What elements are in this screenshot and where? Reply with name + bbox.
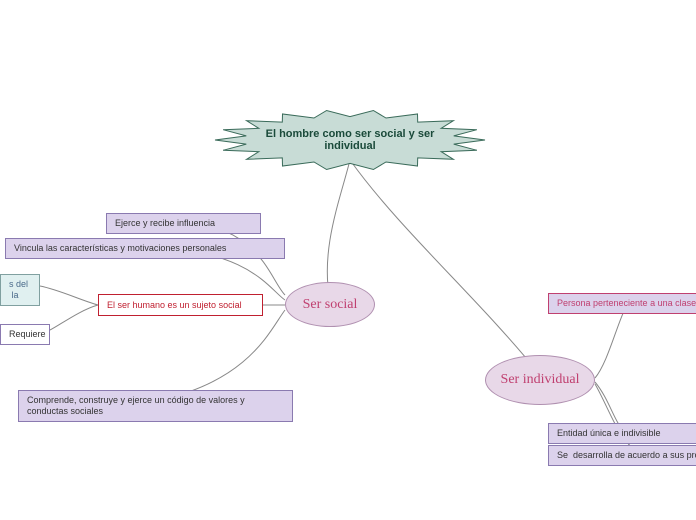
- individual-child-item[interactable]: Persona perteneciente a una clase o corp: [548, 293, 696, 314]
- box-label: Vincula las características y motivacion…: [14, 243, 226, 254]
- box-label: El ser humano es un sujeto social: [107, 300, 242, 311]
- individual-child-item[interactable]: Se desarrolla de acuerdo a sus propias e…: [548, 445, 696, 466]
- title-banner: El hombre como ser social y ser individu…: [230, 120, 470, 160]
- box-label: s del la: [9, 279, 28, 301]
- box-label: Requiere: [9, 329, 46, 340]
- sujeto-child-item[interactable]: Requiere: [0, 324, 50, 345]
- social-child-item[interactable]: Ejerce y recibe influencia: [106, 213, 261, 234]
- box-label: Ejerce y recibe influencia: [115, 218, 215, 229]
- box-label: Comprende, construye y ejerce un código …: [27, 395, 284, 417]
- node-label: Ser social: [303, 297, 358, 313]
- box-label: Persona perteneciente a una clase o corp: [557, 298, 696, 309]
- node-individual[interactable]: Ser individual: [485, 355, 595, 405]
- social-child-item[interactable]: Comprende, construye y ejerce un código …: [18, 390, 293, 422]
- title-text: El hombre como ser social y ser individu…: [266, 128, 435, 152]
- box-label: Se desarrolla de acuerdo a sus propias e…: [557, 450, 696, 461]
- box-label: Entidad única e indivisible: [557, 428, 661, 439]
- node-label: Ser individual: [501, 372, 580, 388]
- social-child-item[interactable]: El ser humano es un sujeto social: [98, 294, 263, 316]
- social-child-item[interactable]: Vincula las características y motivacion…: [5, 238, 285, 259]
- individual-child-item[interactable]: Entidad única e indivisible: [548, 423, 696, 444]
- sujeto-child-item[interactable]: s del la: [0, 274, 40, 306]
- node-social[interactable]: Ser social: [285, 282, 375, 327]
